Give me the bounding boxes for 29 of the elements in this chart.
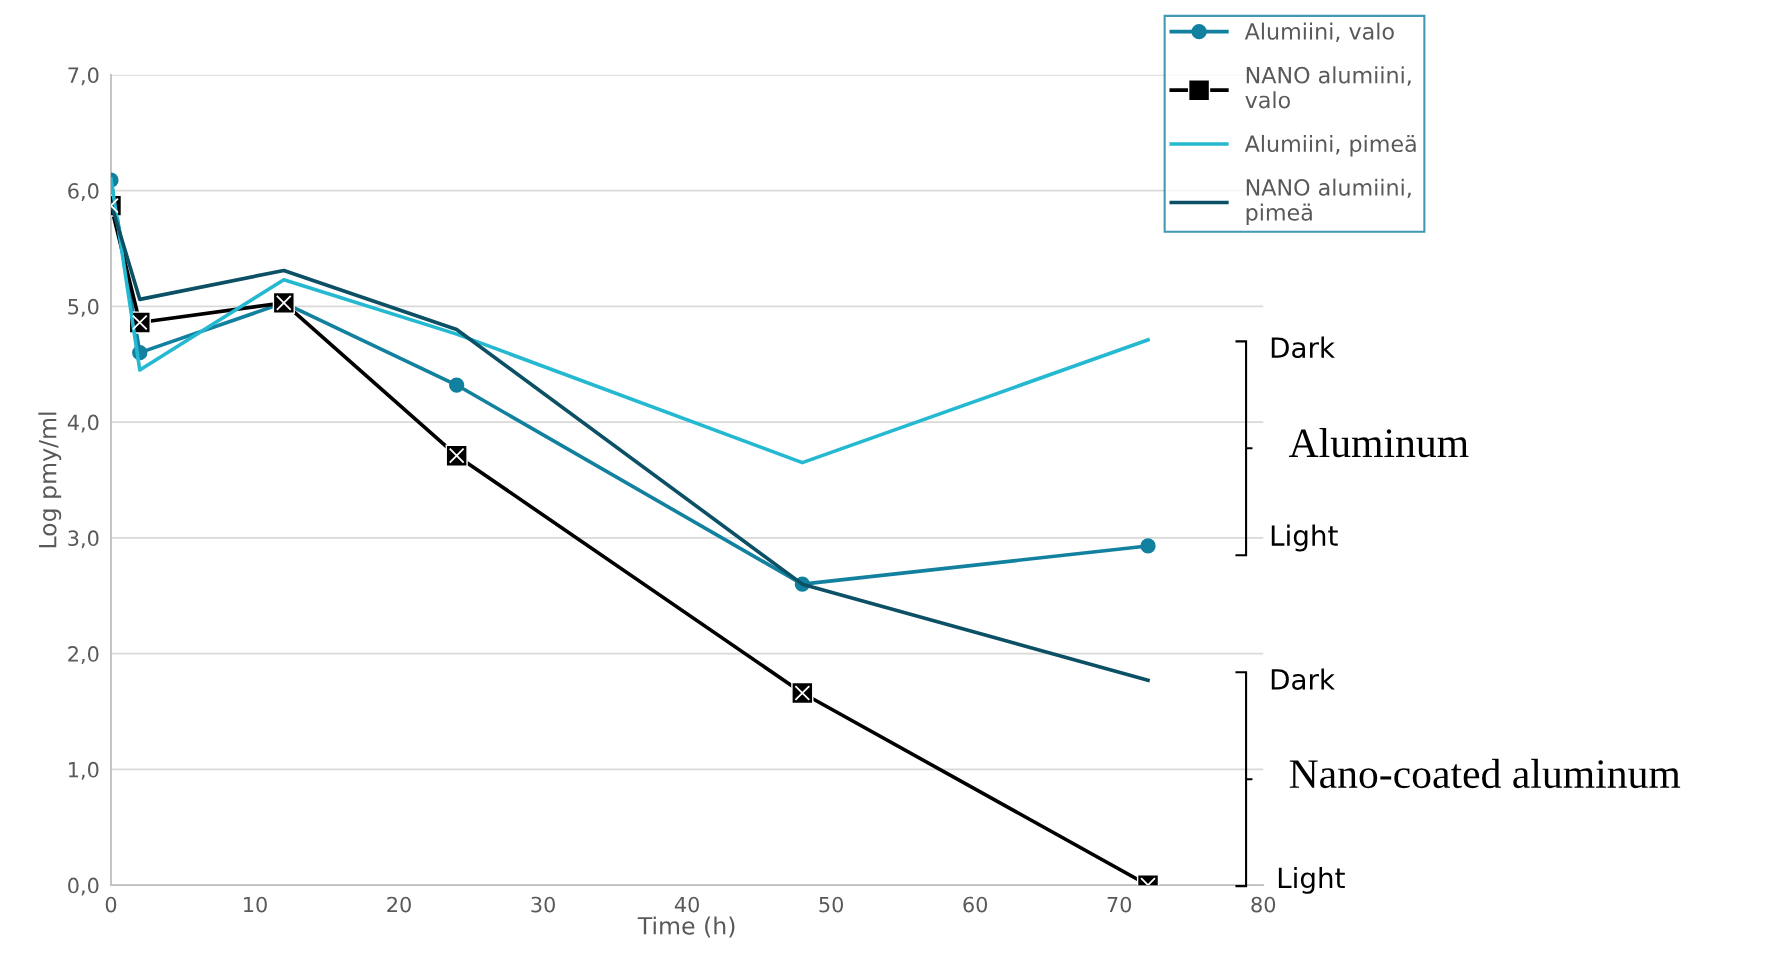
y-tick-label: 4,0 xyxy=(67,414,99,433)
legend-label: NANO alumiini, valo xyxy=(1245,66,1411,109)
text: Dark xyxy=(1271,668,1335,690)
x-axis-title: Time (h) xyxy=(637,916,735,938)
y-axis-title: Log pmy/ml xyxy=(38,412,62,548)
x-tick-label: 0 xyxy=(105,896,117,913)
text: Light xyxy=(1278,866,1345,894)
x-tick-label: 10 xyxy=(244,896,267,913)
legend-label: Alumiini, pimeä xyxy=(1244,134,1416,157)
x-tick-label: 20 xyxy=(387,896,411,913)
x-tick-label: 40 xyxy=(674,896,699,913)
x-tick-label: 70 xyxy=(1107,896,1132,913)
y-tick-label: 1,0 xyxy=(69,761,99,780)
legend-label: NANO alumiini, pimeä xyxy=(1246,178,1411,226)
text: Dark xyxy=(1271,336,1335,359)
x-tick-label: 50 xyxy=(819,896,844,913)
text: Light xyxy=(1271,524,1338,552)
y-tick-label: 0,0 xyxy=(68,877,99,896)
y-tick-label: 2,0 xyxy=(68,646,99,664)
text: Aluminum xyxy=(1288,428,1469,458)
x-tick-label: 30 xyxy=(531,896,555,913)
x-tick-label: 60 xyxy=(963,896,988,913)
y-tick-label: 3,0 xyxy=(68,530,99,549)
text: Nano-coated aluminum xyxy=(1289,758,1681,789)
x-tick-label: 80 xyxy=(1251,896,1276,913)
y-tick-label: 7,0 xyxy=(68,67,99,86)
y-tick-label: 6,0 xyxy=(68,183,99,201)
y-tick-label: 5,0 xyxy=(68,298,99,317)
legend-label: Alumiini, valo xyxy=(1244,22,1394,43)
